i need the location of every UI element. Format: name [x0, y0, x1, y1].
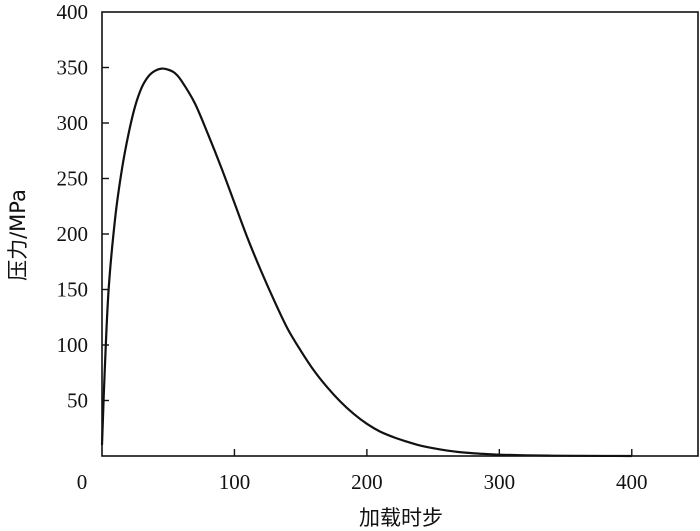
- x-tick-label: 400: [616, 470, 648, 494]
- series-layer: [100, 67, 632, 458]
- x-axis-ticks: 0 100 200 300 400: [77, 449, 648, 494]
- x-tick-label: 100: [219, 470, 251, 494]
- y-tick-label: 300: [57, 111, 89, 135]
- y-axis-label: 压力/MPa: [6, 189, 30, 281]
- y-axis-ticks: 50 100 150 200 250 300 350 400: [57, 0, 109, 413]
- y-tick-label: 200: [57, 222, 89, 246]
- x-tick-label: 300: [484, 470, 516, 494]
- y-tick-label: 150: [57, 278, 89, 302]
- y-tick-label: 250: [57, 167, 89, 191]
- y-tick-label: 400: [57, 0, 89, 24]
- y-tick-label: 350: [57, 56, 89, 80]
- x-tick-label: 0: [77, 470, 88, 494]
- y-tick-label: 100: [57, 333, 89, 357]
- y-tick-label: 50: [67, 389, 88, 413]
- series-line: [100, 67, 632, 458]
- x-tick-label: 200: [351, 470, 383, 494]
- x-axis-label: 加载时步: [359, 506, 443, 530]
